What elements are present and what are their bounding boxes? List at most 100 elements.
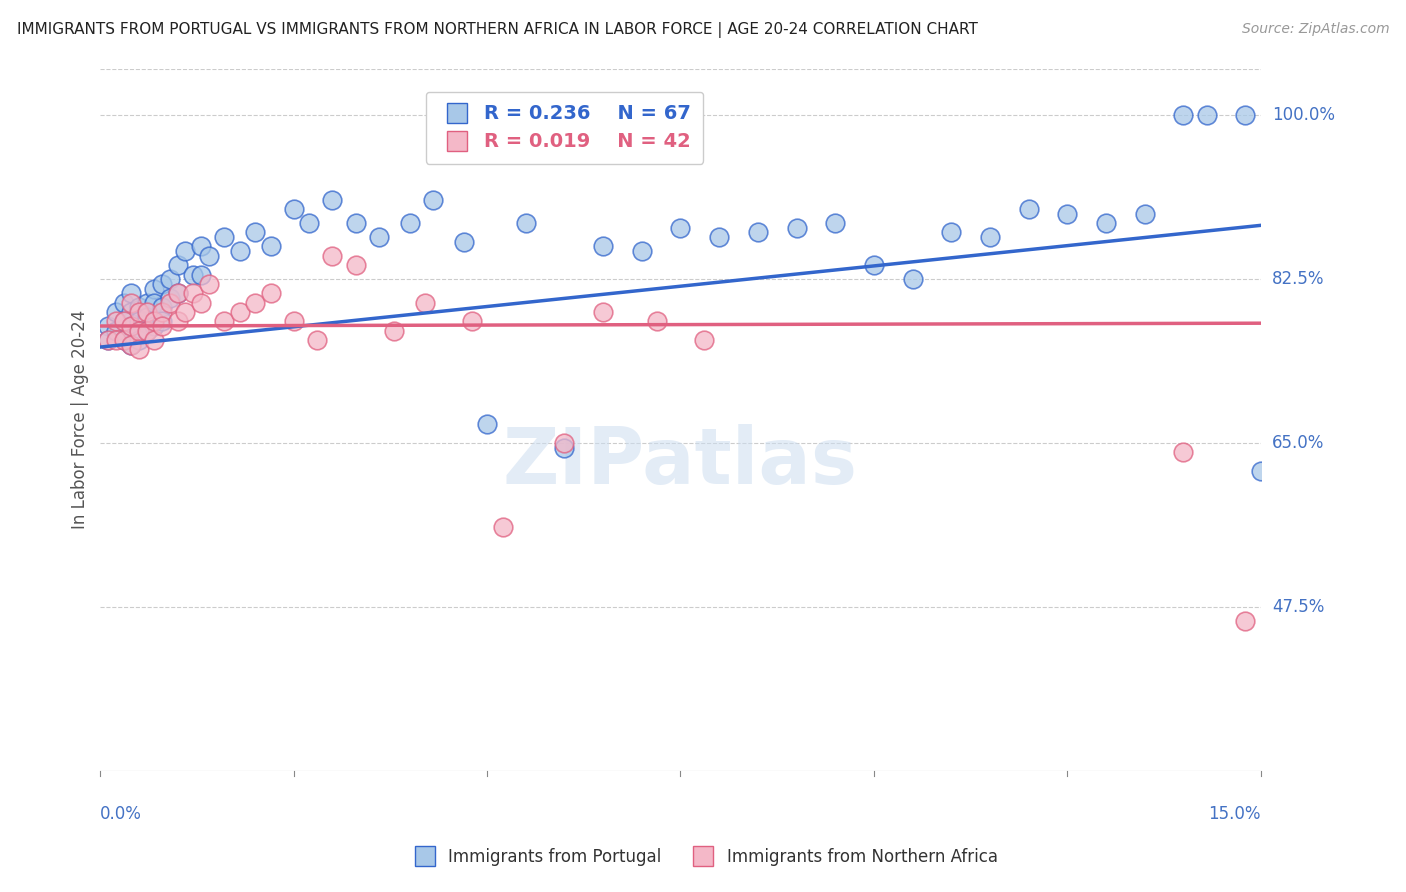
Point bbox=[1133, 207, 1156, 221]
Point bbox=[197, 249, 219, 263]
Point bbox=[128, 324, 150, 338]
Point bbox=[150, 277, 173, 291]
Point bbox=[228, 244, 250, 259]
Point bbox=[128, 305, 150, 319]
Point bbox=[159, 295, 181, 310]
Point bbox=[979, 230, 1001, 244]
Point bbox=[453, 235, 475, 249]
Point bbox=[259, 239, 281, 253]
Point bbox=[283, 314, 305, 328]
Point bbox=[1173, 108, 1195, 122]
Text: 65.0%: 65.0% bbox=[1272, 434, 1324, 452]
Point bbox=[344, 258, 367, 272]
Point bbox=[166, 286, 188, 301]
Point bbox=[786, 220, 808, 235]
Point bbox=[128, 343, 150, 357]
Point bbox=[135, 324, 157, 338]
Point bbox=[553, 441, 575, 455]
Text: Source: ZipAtlas.com: Source: ZipAtlas.com bbox=[1241, 22, 1389, 37]
Point bbox=[97, 318, 120, 333]
Point bbox=[1173, 445, 1195, 459]
Point bbox=[321, 249, 343, 263]
Point bbox=[321, 193, 343, 207]
Text: IMMIGRANTS FROM PORTUGAL VS IMMIGRANTS FROM NORTHERN AFRICA IN LABOR FORCE | AGE: IMMIGRANTS FROM PORTUGAL VS IMMIGRANTS F… bbox=[17, 22, 977, 38]
Point bbox=[645, 314, 668, 328]
Point bbox=[166, 314, 188, 328]
Point bbox=[143, 295, 166, 310]
Point bbox=[259, 286, 281, 301]
Point bbox=[709, 230, 731, 244]
Point bbox=[1095, 216, 1118, 230]
Point bbox=[491, 520, 513, 534]
Point bbox=[112, 314, 135, 328]
Point bbox=[243, 295, 266, 310]
Point bbox=[135, 324, 157, 338]
Point bbox=[592, 239, 614, 253]
Point bbox=[1234, 108, 1257, 122]
Point bbox=[941, 226, 963, 240]
Point bbox=[128, 314, 150, 328]
Point bbox=[460, 314, 482, 328]
Point bbox=[135, 305, 157, 319]
Text: ZIPatlas: ZIPatlas bbox=[503, 424, 858, 500]
Point bbox=[228, 305, 250, 319]
Point bbox=[150, 305, 173, 319]
Point bbox=[120, 337, 142, 351]
Point bbox=[159, 272, 181, 286]
Point bbox=[243, 226, 266, 240]
Text: 0.0%: 0.0% bbox=[100, 805, 142, 823]
Y-axis label: In Labor Force | Age 20-24: In Labor Force | Age 20-24 bbox=[72, 310, 89, 529]
Point bbox=[212, 230, 235, 244]
Point bbox=[398, 216, 420, 230]
Point bbox=[150, 318, 173, 333]
Point bbox=[120, 305, 142, 319]
Text: 100.0%: 100.0% bbox=[1272, 106, 1334, 124]
Point bbox=[181, 286, 204, 301]
Point bbox=[120, 295, 142, 310]
Point bbox=[120, 337, 142, 351]
Point bbox=[112, 295, 135, 310]
Legend: R = 0.236    N = 67, R = 0.019    N = 42: R = 0.236 N = 67, R = 0.019 N = 42 bbox=[426, 92, 703, 164]
Point bbox=[174, 244, 197, 259]
Point bbox=[190, 268, 212, 282]
Point bbox=[120, 318, 142, 333]
Point bbox=[174, 305, 197, 319]
Point bbox=[112, 333, 135, 347]
Point bbox=[104, 333, 127, 347]
Point bbox=[150, 300, 173, 314]
Point bbox=[143, 314, 166, 328]
Point bbox=[901, 272, 924, 286]
Point bbox=[104, 305, 127, 319]
Point bbox=[1018, 202, 1040, 216]
Text: 15.0%: 15.0% bbox=[1208, 805, 1261, 823]
Point bbox=[143, 281, 166, 295]
Point bbox=[824, 216, 846, 230]
Point bbox=[135, 295, 157, 310]
Point bbox=[112, 333, 135, 347]
Point bbox=[112, 314, 135, 328]
Point bbox=[422, 193, 444, 207]
Point bbox=[104, 324, 127, 338]
Point bbox=[212, 314, 235, 328]
Point bbox=[630, 244, 652, 259]
Point bbox=[475, 417, 498, 432]
Point bbox=[1250, 464, 1272, 478]
Point bbox=[305, 333, 328, 347]
Point bbox=[669, 220, 692, 235]
Point bbox=[120, 318, 142, 333]
Point bbox=[166, 286, 188, 301]
Point bbox=[298, 216, 321, 230]
Legend: Immigrants from Portugal, Immigrants from Northern Africa: Immigrants from Portugal, Immigrants fro… bbox=[402, 842, 1004, 873]
Text: 82.5%: 82.5% bbox=[1272, 270, 1324, 288]
Point bbox=[181, 268, 204, 282]
Point bbox=[166, 258, 188, 272]
Point bbox=[128, 324, 150, 338]
Point bbox=[1234, 614, 1257, 628]
Point bbox=[863, 258, 886, 272]
Point bbox=[693, 333, 716, 347]
Point bbox=[143, 333, 166, 347]
Point bbox=[143, 318, 166, 333]
Point bbox=[128, 333, 150, 347]
Point bbox=[128, 300, 150, 314]
Point bbox=[190, 239, 212, 253]
